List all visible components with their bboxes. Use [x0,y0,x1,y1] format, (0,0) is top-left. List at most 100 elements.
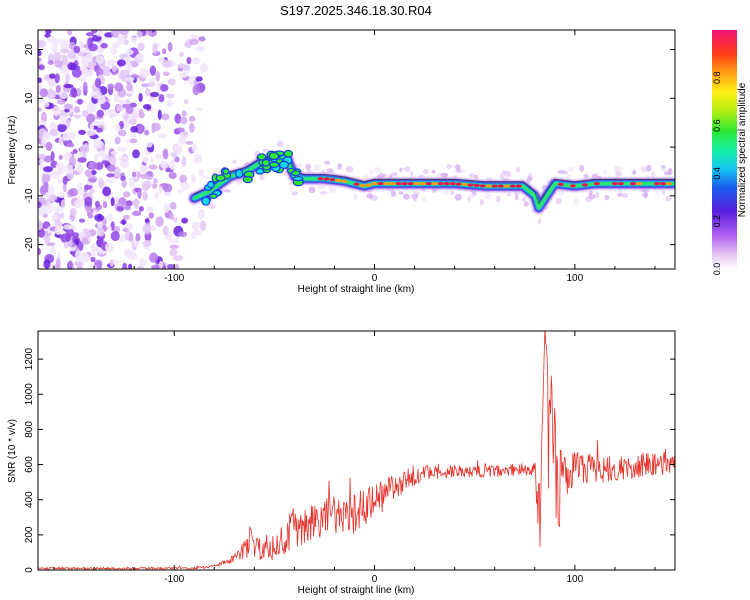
noise-blob [353,193,358,200]
noise-blob [158,260,163,269]
noise-blob [313,164,322,171]
ridge-core-mark [557,182,564,186]
noise-blob [84,47,90,54]
noise-blob [110,150,118,156]
noise-blob [142,103,152,110]
noise-blob [382,173,387,177]
x-tick-label: -100 [164,574,184,585]
noise-blob [131,171,137,178]
noise-blob [70,247,77,252]
noise-blob [85,32,94,37]
noise-blob [176,127,185,133]
noise-blob [107,83,115,90]
noise-blob [55,258,61,269]
noise-blob [38,219,43,231]
noise-blob [174,113,182,124]
noise-blob [78,40,85,51]
ridge-core-mark [629,182,636,186]
noise-blob [410,171,414,178]
noise-blob [118,156,129,162]
ridge-core-mark [569,184,576,188]
noise-blob [495,195,501,203]
ridge-core-mark [341,179,348,183]
noise-blob [77,98,83,105]
noise-blob [193,229,202,236]
noise-blob [145,141,153,148]
noise-blob [119,30,129,36]
noise-blob [90,170,97,176]
noise-blob [96,127,103,133]
snr-x-label: Height of straight line (km) [298,585,415,596]
colorbar-gradient [712,30,737,269]
noise-blob [262,148,270,153]
noise-blob [78,76,87,82]
noise-blob [131,210,142,217]
x-tick-label: 0 [372,574,378,585]
noise-blob [199,220,207,232]
noise-blob [86,130,96,137]
noise-blob [479,199,484,206]
ridge-core-mark [413,182,420,186]
noise-blob [82,81,88,93]
noise-blob [63,103,73,110]
noise-blob [421,196,427,202]
noise-blob [85,231,92,238]
noise-blob [259,174,266,181]
colorbar-ticks: 0.0 0.2 0.4 0.6 0.8 [712,72,722,276]
noise-blob [197,208,206,220]
noise-blob [65,73,70,83]
noise-blob [398,191,404,195]
noise-blob [192,84,201,96]
ridge-hot-spot [215,174,226,182]
noise-blob [94,152,99,162]
noise-blob [168,172,177,180]
ridge-hot-spot [209,193,218,200]
noise-blob [214,167,221,175]
noise-blob [38,64,45,71]
noise-blob [89,188,95,194]
noise-blob [566,173,572,181]
noise-blob [96,109,104,118]
noise-blob [38,50,42,57]
ridge-core-mark [503,184,510,188]
noise-blob [185,140,194,145]
noise-blob [615,166,620,173]
noise-blob [102,201,108,209]
noise-blob [223,189,231,193]
noise-blob [190,173,196,184]
ridge-core-mark [497,184,504,188]
noise-blob [94,200,100,208]
noise-blob [126,62,133,73]
noise-blob [555,197,562,205]
figure-title: S197.2025.346.18.30.R04 [280,3,432,18]
noise-blob [440,172,449,178]
noise-blob [84,196,93,207]
noise-blob [39,164,45,170]
noise-blob [73,106,81,114]
noise-blob [192,57,201,65]
noise-blob [296,162,302,167]
noise-blob [130,112,139,120]
noise-blob [93,262,99,267]
noise-blob [166,93,175,99]
noise-blob [163,202,170,214]
noise-blob [137,124,144,135]
noise-blob [188,115,196,123]
x-tick-label: 100 [566,273,583,284]
noise-blob [57,178,63,184]
noise-blob [142,239,152,247]
noise-blob [111,64,118,73]
noise-blob [63,224,73,231]
noise-blob [69,207,77,216]
noise-blob [125,49,134,56]
noise-blob [192,221,200,231]
noise-blob [123,39,129,45]
snr-y-label: SNR (10 * v/v) [7,419,18,483]
noise-blob [125,106,134,115]
ridge-hot-spot [268,151,280,161]
noise-blob [122,191,131,198]
noise-blob [169,248,178,257]
ridge-hot-spot [222,168,230,175]
noise-blob [60,65,70,75]
noise-blob [54,226,63,235]
